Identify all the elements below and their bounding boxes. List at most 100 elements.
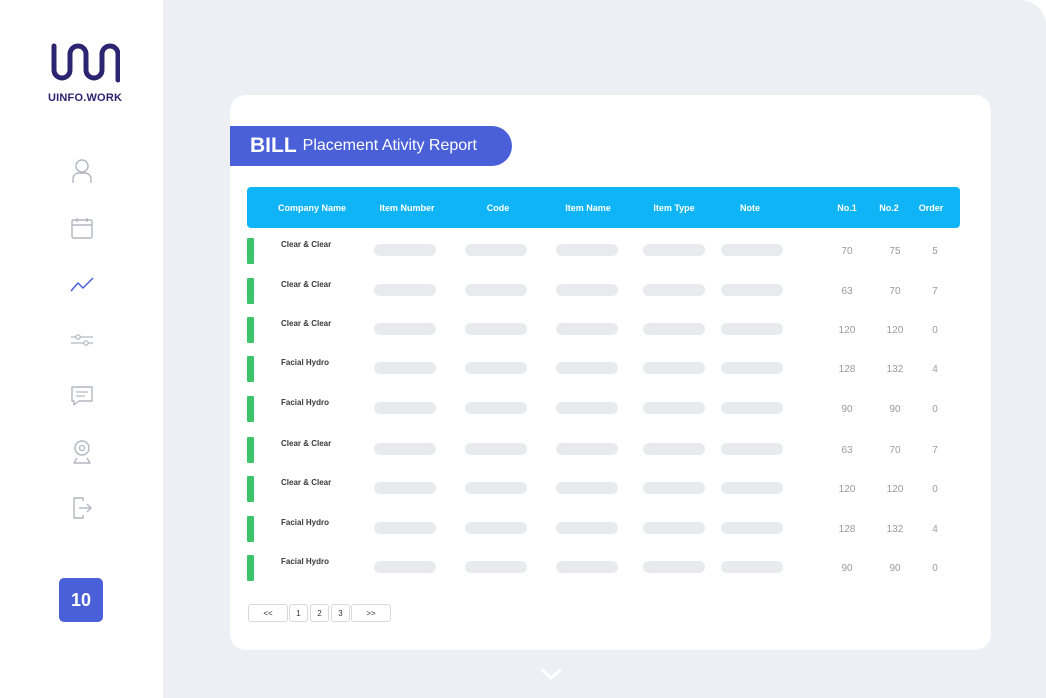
no1-cell: 90 (841, 563, 853, 574)
user-icon[interactable] (70, 159, 94, 183)
brand-logo-icon (51, 43, 120, 83)
placeholder-cell (556, 561, 618, 573)
page-button[interactable]: 2 (310, 604, 329, 622)
placeholder-cell (556, 323, 618, 335)
placeholder-cell (643, 522, 705, 534)
table-row[interactable]: Facial Hydro 128 132 4 (247, 516, 960, 542)
order-cell: 7 (932, 286, 938, 297)
page-first-button[interactable]: << (248, 604, 288, 622)
table-row[interactable]: Facial Hydro 128 132 4 (247, 356, 960, 382)
placeholder-cell (643, 284, 705, 296)
location-pin-icon[interactable] (70, 440, 94, 464)
no2-cell: 90 (889, 563, 901, 574)
table-row[interactable]: Clear & Clear 63 70 7 (247, 278, 960, 304)
column-header[interactable]: Item Name (565, 202, 611, 213)
placeholder-cell (465, 561, 527, 573)
logout-icon[interactable] (70, 496, 94, 520)
column-header[interactable]: Company Name (277, 202, 347, 213)
placeholder-cell (643, 362, 705, 374)
table-row[interactable]: Facial Hydro 90 90 0 (247, 555, 960, 581)
chat-icon[interactable] (70, 384, 94, 408)
placeholder-cell (374, 362, 436, 374)
sliders-icon[interactable] (70, 328, 94, 352)
row-status-marker (247, 437, 254, 463)
placeholder-cell (556, 522, 618, 534)
placeholder-cell (556, 443, 618, 455)
no1-cell: 70 (841, 246, 853, 257)
no2-cell: 75 (889, 246, 901, 257)
placeholder-cell (374, 443, 436, 455)
column-header[interactable]: Item Number (379, 202, 435, 213)
no2-cell: 90 (889, 404, 901, 415)
table-row[interactable]: Clear & Clear 120 120 0 (247, 317, 960, 343)
sidebar: UINFO.WORK (0, 0, 163, 698)
row-status-marker (247, 476, 254, 502)
company-name-cell: Clear & Clear (281, 280, 332, 289)
column-header[interactable]: No.1 (837, 202, 857, 213)
placeholder-cell (643, 482, 705, 494)
no2-cell: 132 (886, 524, 904, 535)
brand-logo[interactable]: UINFO.WORK (48, 40, 123, 106)
placeholder-cell (643, 244, 705, 256)
page-button[interactable]: 1 (289, 604, 308, 622)
no1-cell: 120 (838, 484, 856, 495)
company-name-cell: Facial Hydro (281, 518, 330, 527)
column-header[interactable]: No.2 (879, 202, 899, 213)
chart-line-icon[interactable] (70, 272, 94, 296)
table-row[interactable]: Clear & Clear 63 70 7 (247, 437, 960, 463)
placeholder-cell (374, 323, 436, 335)
order-cell: 0 (932, 484, 938, 495)
column-header[interactable]: Note (740, 202, 760, 213)
company-name-cell: Clear & Clear (281, 319, 332, 328)
page-next-button[interactable]: >> (351, 604, 391, 622)
company-name-cell: Facial Hydro (281, 358, 330, 367)
table-row[interactable]: Facial Hydro 90 90 0 (247, 396, 960, 422)
no1-cell: 120 (838, 325, 856, 336)
placeholder-cell (721, 284, 783, 296)
placeholder-cell (721, 443, 783, 455)
row-status-marker (247, 317, 254, 343)
placeholder-cell (721, 323, 783, 335)
placeholder-cell (721, 482, 783, 494)
table-row[interactable]: Clear & Clear 70 75 5 (247, 238, 960, 264)
placeholder-cell (374, 284, 436, 296)
column-header[interactable]: Order (918, 202, 944, 213)
brand-name: UINFO.WORK (48, 92, 123, 104)
placeholder-cell (721, 402, 783, 414)
page-button[interactable]: 3 (331, 604, 350, 622)
column-header[interactable]: Code (486, 202, 510, 213)
company-name-cell: Facial Hydro (281, 398, 330, 407)
row-status-marker (247, 516, 254, 542)
report-title-strong: BILL (250, 134, 297, 157)
calendar-icon[interactable] (70, 216, 94, 240)
table-row[interactable]: Clear & Clear 120 120 0 (247, 476, 960, 502)
no2-cell: 70 (889, 445, 901, 456)
no2-cell: 120 (886, 484, 904, 495)
placeholder-cell (721, 561, 783, 573)
chevron-down-icon[interactable] (538, 664, 564, 684)
order-cell: 0 (932, 325, 938, 336)
order-cell: 4 (932, 364, 938, 375)
placeholder-cell (465, 284, 527, 296)
placeholder-cell (721, 522, 783, 534)
company-name-cell: Clear & Clear (281, 478, 332, 487)
row-status-marker (247, 238, 254, 264)
placeholder-cell (465, 402, 527, 414)
placeholder-cell (465, 244, 527, 256)
column-header[interactable]: Item Type (653, 202, 695, 213)
no1-cell: 63 (841, 445, 853, 456)
no1-cell: 128 (838, 364, 856, 375)
company-name-cell: Clear & Clear (281, 439, 332, 448)
placeholder-cell (556, 362, 618, 374)
row-status-marker (247, 396, 254, 422)
count-badge[interactable]: 10 (59, 578, 103, 622)
report-title-text: Placement Ativity Report (302, 137, 477, 154)
placeholder-cell (465, 362, 527, 374)
placeholder-cell (643, 323, 705, 335)
no1-cell: 90 (841, 404, 853, 415)
placeholder-cell (374, 244, 436, 256)
placeholder-cell (465, 522, 527, 534)
order-cell: 0 (932, 563, 938, 574)
placeholder-cell (374, 402, 436, 414)
no2-cell: 120 (886, 325, 904, 336)
